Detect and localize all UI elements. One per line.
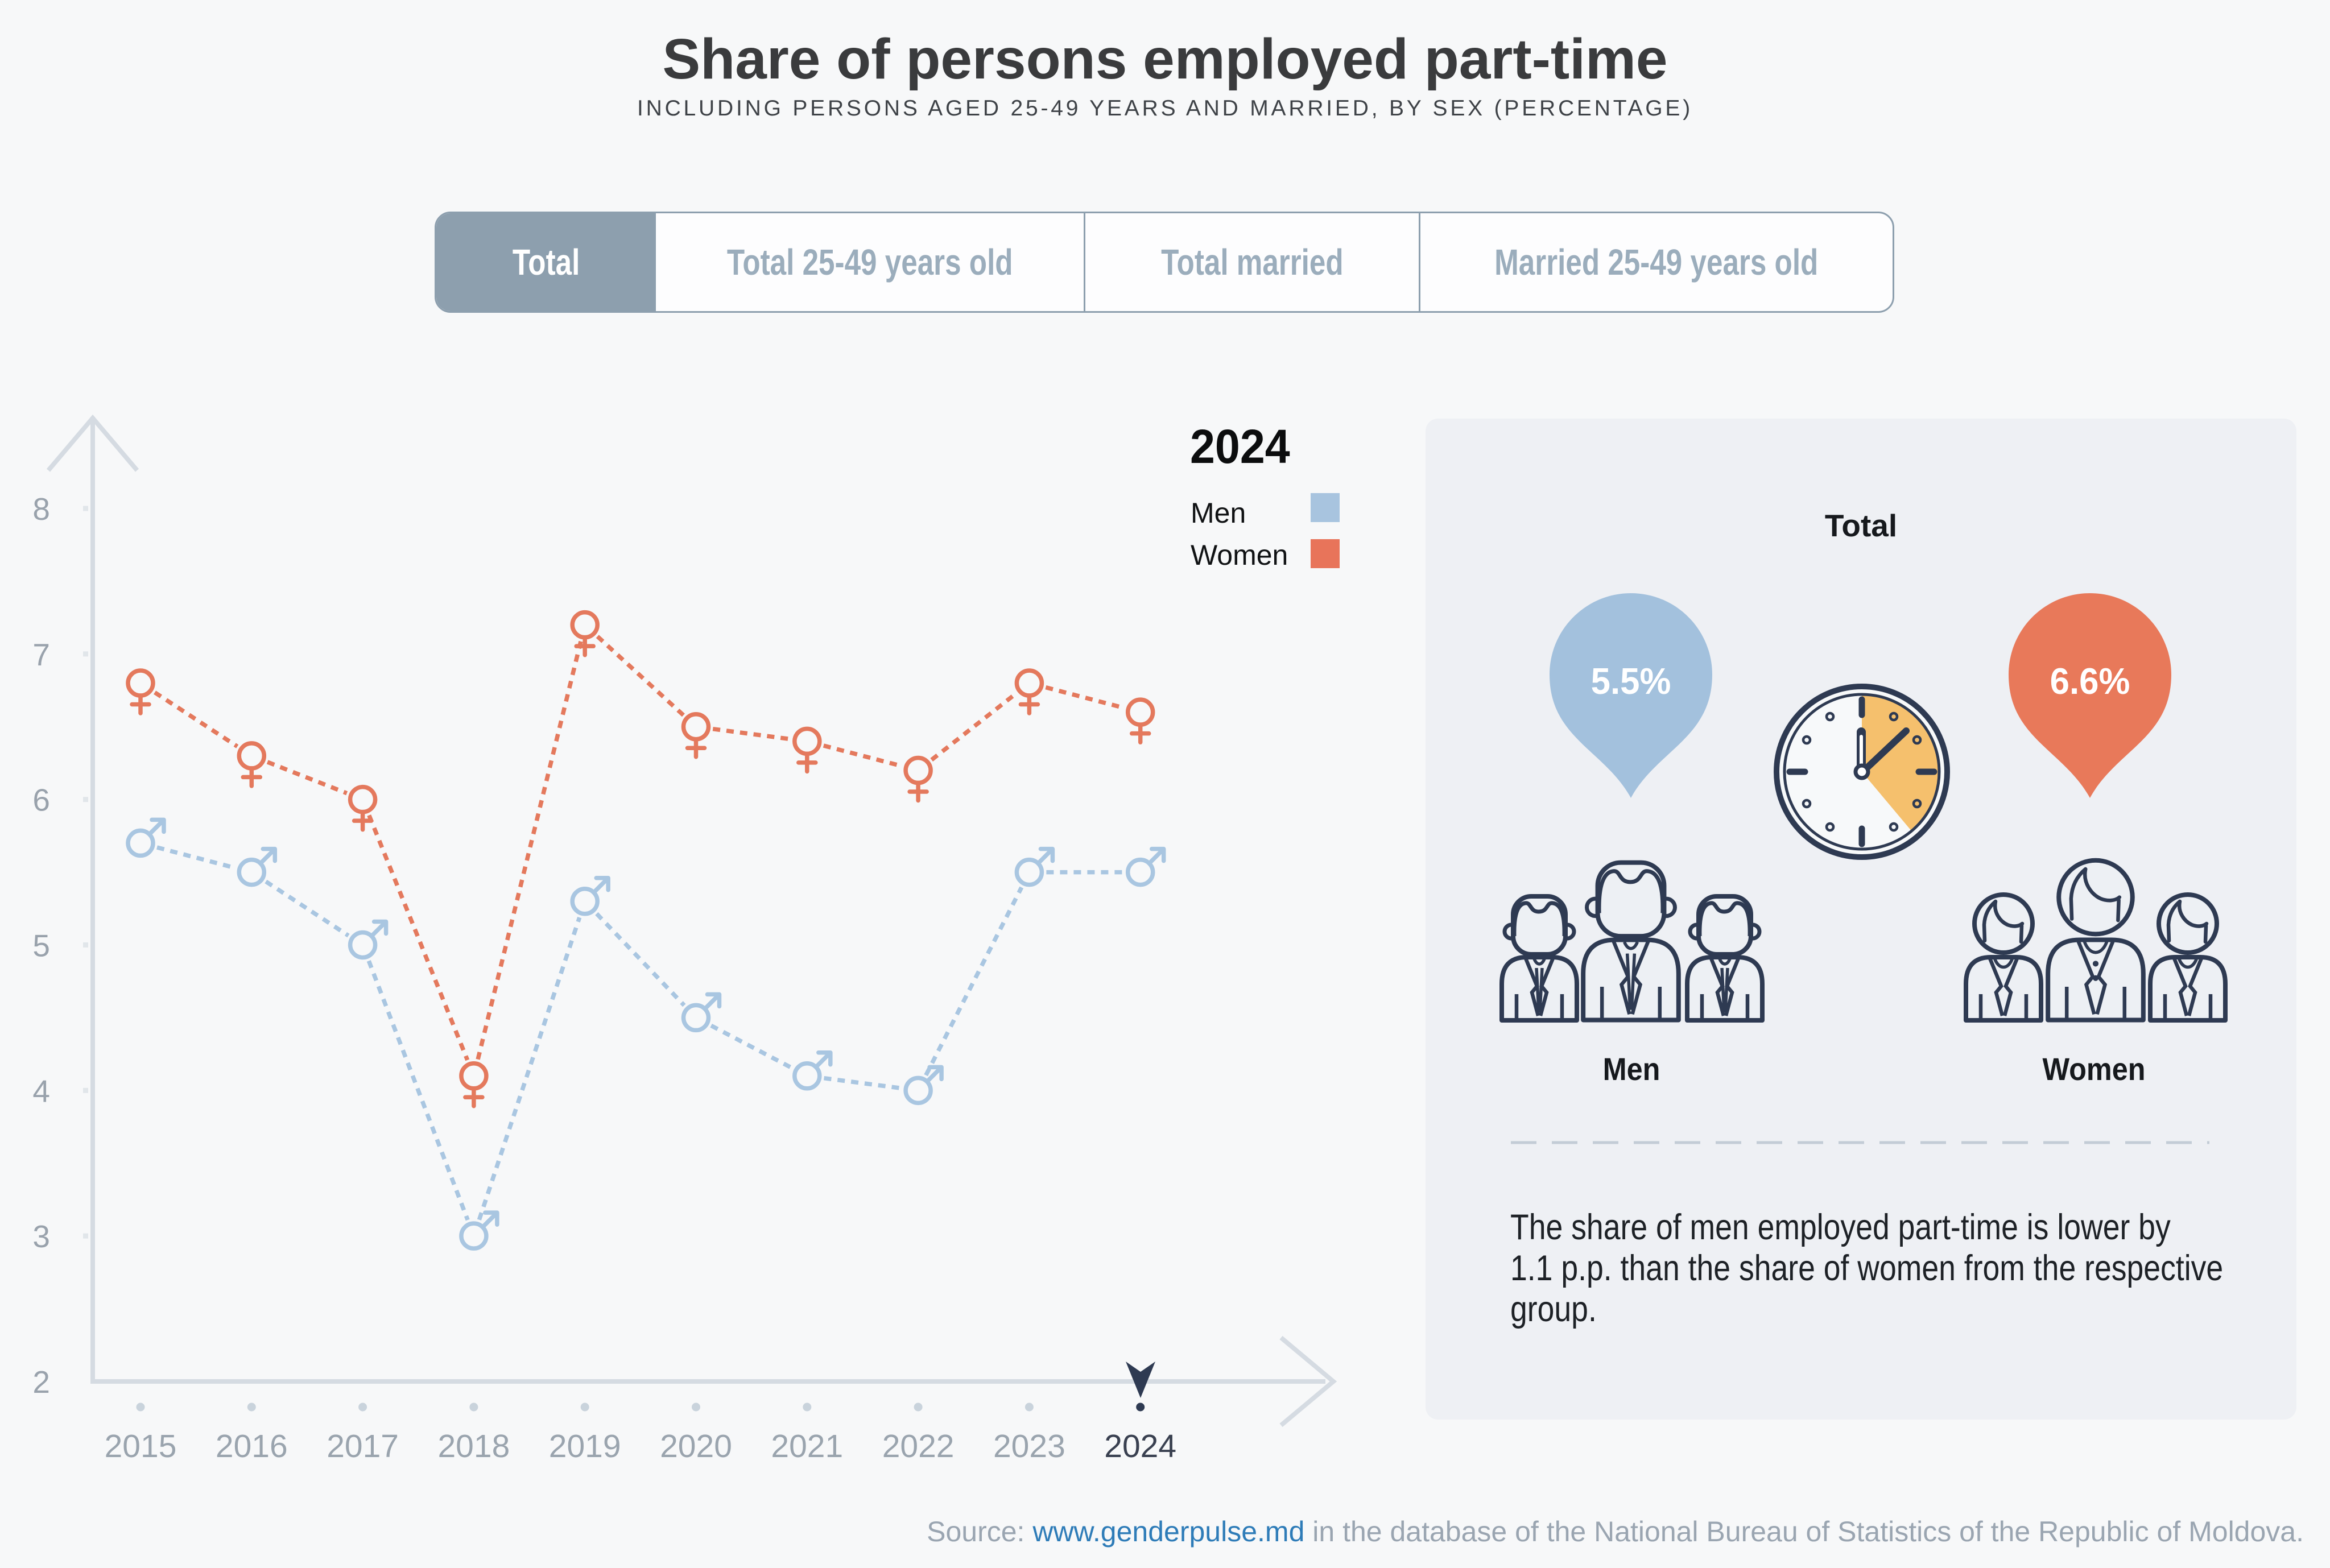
svg-text:6: 6 [32,783,50,818]
svg-text:2: 2 [32,1364,50,1400]
svg-text:5: 5 [32,928,50,963]
svg-text:7: 7 [32,637,50,672]
svg-text:8: 8 [32,491,50,527]
svg-text:2024: 2024 [1104,1428,1176,1464]
svg-text:2021: 2021 [771,1428,843,1464]
svg-text:2017: 2017 [327,1428,399,1464]
svg-text:2015: 2015 [105,1428,177,1464]
svg-text:2023: 2023 [993,1428,1065,1464]
svg-text:3: 3 [32,1219,50,1254]
svg-text:4: 4 [32,1073,50,1108]
svg-text:2022: 2022 [882,1428,955,1464]
svg-text:2020: 2020 [660,1428,732,1464]
svg-text:2018: 2018 [437,1428,510,1464]
svg-text:2019: 2019 [549,1428,621,1464]
svg-text:2016: 2016 [216,1428,288,1464]
